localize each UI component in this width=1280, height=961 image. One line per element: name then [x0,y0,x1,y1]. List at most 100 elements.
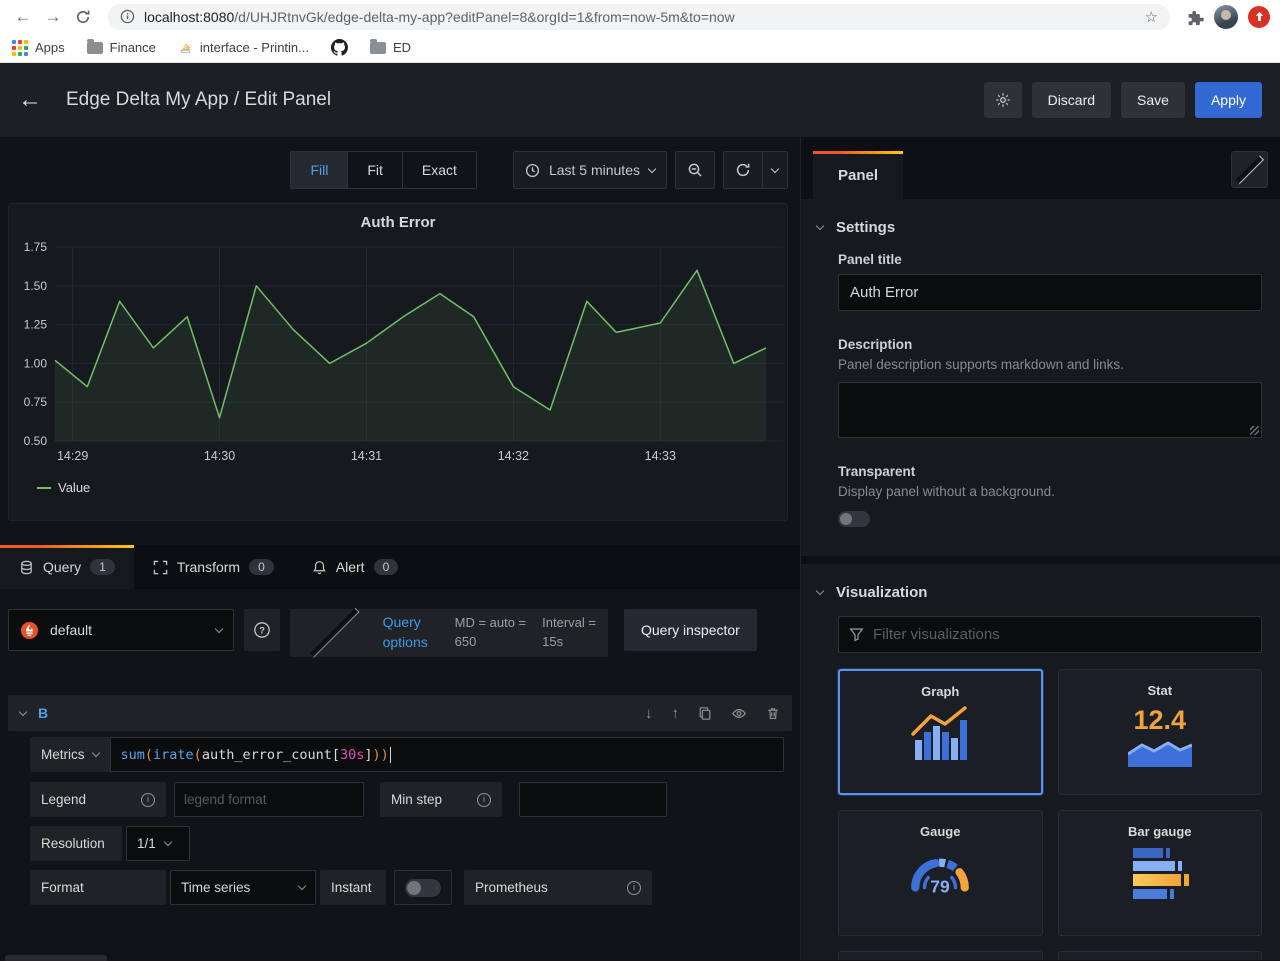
transform-icon [153,560,168,575]
funnel-icon [849,627,864,642]
settings-section-header[interactable]: Settings [817,219,1262,236]
size-mode-exact[interactable]: Exact [402,152,476,188]
query-inspector-button[interactable]: Query inspector [624,609,757,651]
svg-text:?: ? [259,625,265,636]
tab-count-badge: 0 [374,559,399,575]
toggle-track [405,879,441,897]
instant-label: Instant [320,870,386,905]
trash-icon[interactable] [766,706,780,721]
chart-title: Auth Error [9,214,787,231]
chrome-right-icons [1182,5,1270,29]
gauge-viz-icon: 79 [907,846,973,896]
size-mode-fit[interactable]: Fit [347,152,402,188]
min-step-input[interactable] [519,782,667,817]
collapse-pane-button[interactable] [1231,151,1268,188]
panel-title-input[interactable] [838,274,1262,311]
series-color-dash [37,487,51,489]
url-row: ← → localhost:8080/d/UHJRtnvGk/edge-delt… [0,0,1280,33]
prometheus-label: Prometheus i [464,870,652,905]
viz-card-label: Bar gauge [1128,824,1192,839]
size-mode-fill[interactable]: Fill [291,152,347,188]
tab-query[interactable]: Query 1 [0,545,134,589]
back-icon[interactable]: ← [10,4,36,30]
info-icon[interactable]: i [627,881,641,895]
forward-icon[interactable]: → [40,4,66,30]
transparent-toggle[interactable] [838,511,870,527]
bookmark-apps[interactable]: Apps [12,40,65,56]
zoom-out-button[interactable] [675,151,715,189]
filter-visualizations-input[interactable] [873,626,1251,643]
zoom-out-icon [687,162,703,178]
datasource-help-button[interactable]: ? [244,609,280,651]
info-icon[interactable]: i [141,793,155,807]
min-step-field-label: Min step i [380,782,502,817]
chevron-right-icon [1235,155,1264,184]
query-B-header[interactable]: B ↓ ↑ [8,695,792,731]
url-path: /d/UHJRtnvGk/edge-delta-my-app?editPanel… [234,9,734,25]
viz-card-label: Stat [1147,683,1172,698]
address-bar[interactable]: localhost:8080/d/UHJRtnvGk/edge-delta-my… [108,4,1170,30]
resize-handle[interactable] [1250,426,1259,435]
extension-badge-icon[interactable] [1248,6,1270,28]
stat-value: 12.4 [1133,707,1186,734]
transparent-help: Display panel without a background. [838,484,1262,499]
metrics-dropdown[interactable]: Metrics [30,737,110,772]
query-options-collapse[interactable]: Query options MD = auto = 650 Interval =… [290,609,608,657]
prometheus-icon [20,621,39,640]
info-icon[interactable]: i [477,793,491,807]
tab-panel[interactable]: Panel [813,151,903,199]
chevron-down-icon [215,624,223,632]
format-label: Format [30,870,166,905]
chevron-down-icon [648,164,656,172]
viz-card-graph[interactable]: Graph [838,669,1043,795]
visualization-section-header[interactable]: Visualization [817,584,1262,601]
chart-legend[interactable]: Value [9,480,787,495]
section-title: Settings [836,219,895,236]
github-icon [331,39,348,56]
viz-card-stat[interactable]: Stat 12.4 [1058,669,1263,795]
move-down-icon[interactable]: ↓ [645,705,653,722]
folder-icon [87,42,103,54]
tab-transform[interactable]: Transform 0 [134,545,293,589]
chart-area[interactable]: 0.500.751.001.251.501.7514:2914:3014:311… [9,231,787,478]
bell-icon [312,560,327,575]
back-arrow-icon[interactable]: ← [18,86,52,114]
filter-visualizations[interactable] [838,616,1262,653]
legend-field-label: Legend i [30,782,166,817]
bookmark-interface[interactable]: interface - Printin... [178,40,309,55]
format-value: Time series [181,880,250,895]
move-up-icon[interactable]: ↑ [672,705,680,722]
apply-button[interactable]: Apply [1195,82,1262,118]
refresh-icon [735,162,751,178]
time-range-picker[interactable]: Last 5 minutes [513,151,667,189]
viz-card-text[interactable]: Text [1058,951,1263,960]
instant-toggle[interactable] [394,870,452,905]
format-select[interactable]: Time series [170,870,316,905]
bookmark-github[interactable] [331,39,348,56]
help-icon: ? [253,621,271,639]
avatar[interactable] [1214,5,1238,29]
add-query-button[interactable]: + Query [5,955,107,961]
bookmark-ed[interactable]: ED [370,40,411,55]
tab-alert[interactable]: Alert 0 [293,545,417,589]
datasource-select[interactable]: default [8,609,234,651]
panel-settings-button[interactable] [984,82,1022,118]
viz-card-table[interactable]: Table [838,951,1043,960]
refresh-button[interactable] [723,151,763,189]
bookmark-star-icon[interactable]: ☆ [1145,8,1158,26]
save-button[interactable]: Save [1121,82,1185,118]
tab-count-badge: 1 [90,559,115,575]
viz-card-gauge[interactable]: Gauge 79 [838,810,1043,936]
bookmark-finance[interactable]: Finance [87,40,156,55]
resolution-select[interactable]: 1/1 [126,826,190,861]
discard-button[interactable]: Discard [1032,82,1111,118]
legend-format-input[interactable] [174,782,364,817]
refresh-interval-dropdown[interactable] [763,151,788,189]
eye-icon[interactable] [731,706,747,721]
viz-card-bargauge[interactable]: Bar gauge [1058,810,1263,936]
description-textarea[interactable] [838,382,1262,438]
duplicate-icon[interactable] [698,706,712,721]
extensions-puzzle-icon[interactable] [1186,8,1204,26]
promql-expression-input[interactable]: sum(irate(auth_error_count[30s])) [110,737,785,772]
reload-icon[interactable] [70,4,96,30]
